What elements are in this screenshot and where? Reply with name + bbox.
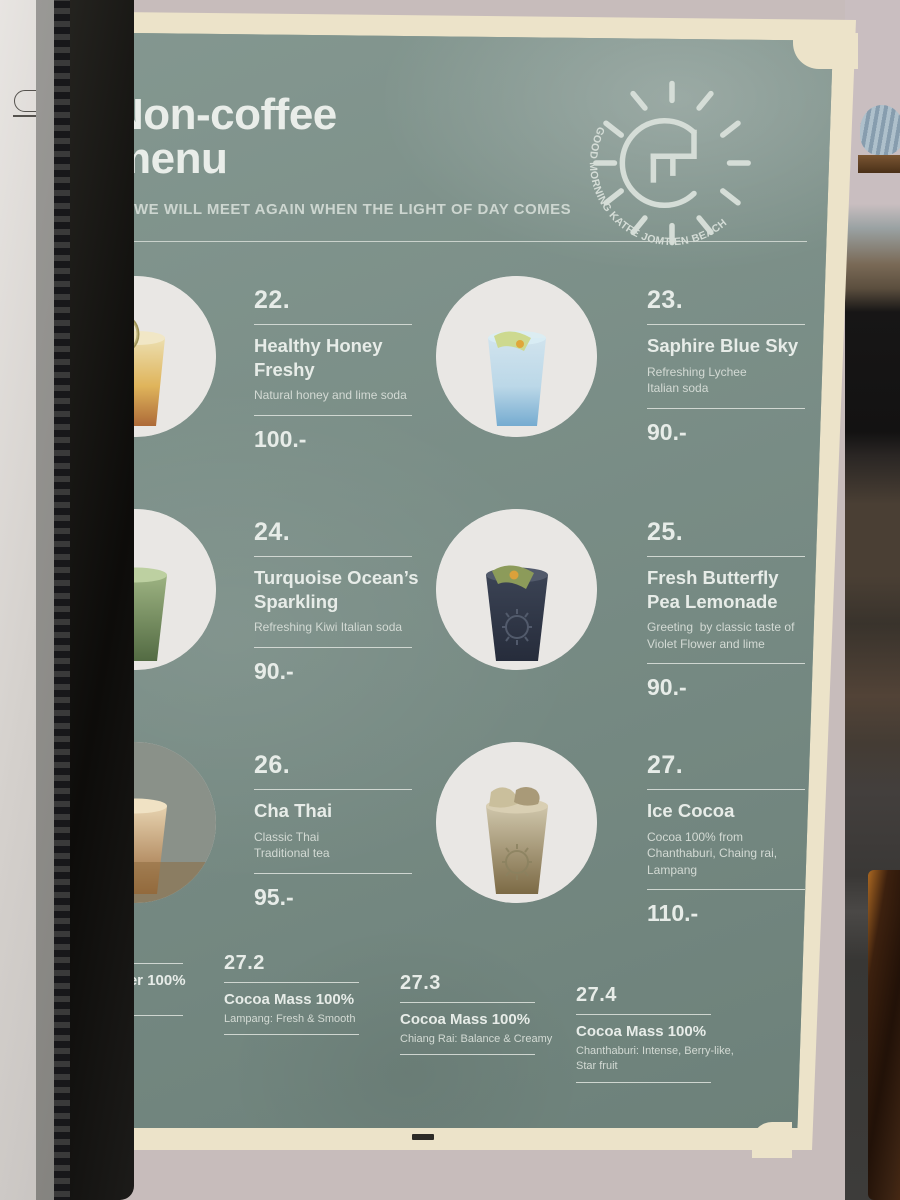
svg-text:GOOD MORNING KATFE JOMTIEN BEA: GOOD MORNING KATFE JOMTIEN BEACH — [587, 125, 730, 248]
